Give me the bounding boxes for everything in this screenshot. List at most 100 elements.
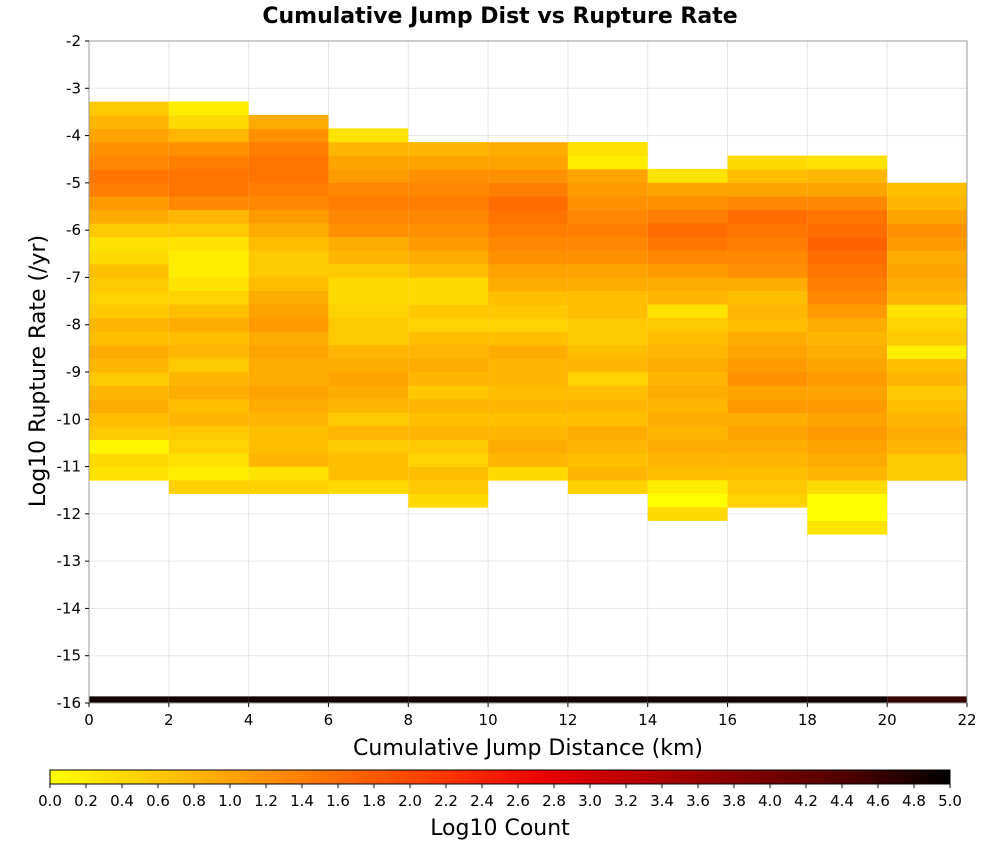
colorbar-tick-label: 4.6 <box>866 792 890 810</box>
heatmap-cell <box>89 290 169 305</box>
colorbar-tick-label: 4.4 <box>830 792 854 810</box>
heatmap-cell <box>328 439 409 454</box>
heatmap-cell <box>887 426 967 441</box>
heatmap-cell <box>488 372 568 387</box>
heatmap-cell <box>89 372 169 387</box>
heatmap-cell <box>727 493 808 508</box>
heatmap-cell <box>328 168 409 183</box>
heatmap-cell <box>89 345 169 359</box>
y-tick-label: -4 <box>66 127 81 145</box>
heatmap-cell <box>328 331 409 346</box>
heatmap-bottom-cell <box>89 696 169 703</box>
heatmap-cell <box>807 453 888 467</box>
heatmap-cell <box>567 344 648 359</box>
heatmap-cell <box>168 223 249 237</box>
heatmap-cell <box>408 412 489 427</box>
heatmap-cell <box>328 398 409 413</box>
heatmap-cell <box>328 344 409 359</box>
heatmap-cell <box>89 439 169 454</box>
heatmap-cell <box>89 182 169 197</box>
heatmap-cell <box>248 168 329 183</box>
heatmap-cell <box>488 182 568 197</box>
heatmap-cell <box>887 196 967 211</box>
colorbar-tick-label: 2.6 <box>506 792 530 810</box>
heatmap-cell <box>328 277 409 292</box>
heatmap-cell <box>567 263 648 278</box>
heatmap-cell <box>647 331 728 346</box>
heatmap-cell <box>807 426 888 440</box>
heatmap-cell <box>567 277 648 292</box>
colorbar-tick-label: 4.2 <box>794 792 818 810</box>
heatmap-cell <box>248 263 329 278</box>
heatmap-cell <box>647 290 728 305</box>
heatmap-cell <box>567 358 648 373</box>
heatmap-cell <box>727 236 808 251</box>
heatmap-cell <box>328 452 409 467</box>
heatmap-cell <box>647 222 728 237</box>
heatmap-bottom-cell <box>567 696 648 703</box>
x-tick-label: 16 <box>718 711 737 729</box>
heatmap-cell <box>647 479 728 494</box>
x-tick-label: 10 <box>479 711 498 729</box>
heatmap-cell <box>408 236 489 251</box>
heatmap-cell <box>647 506 728 521</box>
heatmap-cell <box>567 196 648 210</box>
heatmap-cell <box>408 466 489 481</box>
heatmap-cell <box>248 290 329 305</box>
heatmap-cell <box>807 331 888 346</box>
y-axis-label: Log10 Rupture Rate (/yr) <box>26 235 51 507</box>
heatmap-cell <box>168 196 249 210</box>
colorbar-tick-label: 3.0 <box>578 792 602 810</box>
heatmap-cell <box>887 277 967 292</box>
heatmap-cell <box>248 385 329 400</box>
heatmap-cell <box>408 399 489 413</box>
heatmap-cell <box>248 223 329 237</box>
y-tick-label: -11 <box>57 458 82 476</box>
heatmap-cell <box>887 385 967 400</box>
heatmap-cell <box>647 250 728 264</box>
heatmap-cell <box>328 128 409 143</box>
heatmap-cell <box>727 209 808 224</box>
heatmap-cell <box>408 155 489 170</box>
heatmap-cell <box>727 372 808 386</box>
colorbar-tick-label: 1.6 <box>326 792 350 810</box>
heatmap-cell <box>488 358 568 373</box>
y-tick-label: -12 <box>57 505 82 523</box>
colorbar-tick-label: 0.4 <box>110 792 134 810</box>
heatmap-bottom-cell <box>647 696 728 703</box>
heatmap-cell <box>647 209 728 224</box>
heatmap-cell <box>89 385 169 400</box>
heatmap-cell <box>567 371 648 386</box>
heatmap-cell <box>248 277 329 292</box>
heatmap-cell <box>488 304 568 319</box>
heatmap-cell <box>248 317 329 332</box>
heatmap-cell <box>727 182 808 197</box>
heatmap-cell <box>807 317 888 332</box>
heatmap-cell <box>807 358 888 373</box>
heatmap-cell <box>168 304 249 319</box>
heatmap-cell <box>887 250 967 265</box>
heatmap-cell <box>168 480 249 494</box>
heatmap-cell <box>727 358 808 373</box>
heatmap-cell <box>727 344 808 359</box>
heatmap-cell <box>488 142 568 157</box>
heatmap-cell <box>727 385 808 400</box>
heatmap-cell <box>89 196 169 211</box>
heatmap-cell <box>168 250 249 265</box>
colorbar-tick-label: 2.4 <box>470 792 494 810</box>
heatmap-cell <box>727 453 808 468</box>
heatmap-cell <box>567 182 648 197</box>
heatmap-cell <box>168 168 249 183</box>
y-tick-label: -3 <box>66 79 81 97</box>
heatmap-cell <box>408 277 489 292</box>
heatmap-cell <box>89 466 169 481</box>
heatmap-cell <box>168 385 249 400</box>
heatmap-cell <box>89 358 169 373</box>
heatmap-cell <box>567 398 648 413</box>
heatmap-cell <box>408 358 489 373</box>
heatmap-cell <box>567 250 648 265</box>
heatmap-cell <box>408 317 489 332</box>
heatmap-cell <box>89 142 169 157</box>
x-tick-label: 0 <box>84 711 94 729</box>
